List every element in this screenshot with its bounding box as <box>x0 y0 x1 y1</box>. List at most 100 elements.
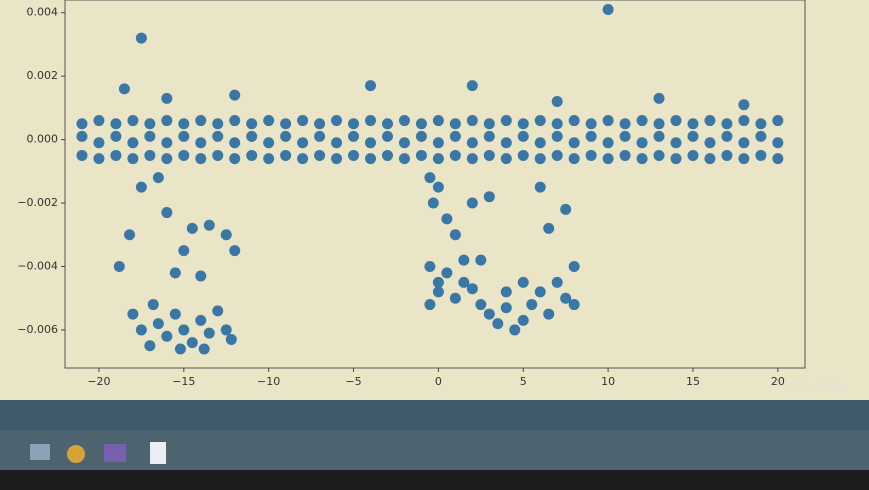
point <box>135 324 147 336</box>
point <box>602 153 614 165</box>
point <box>619 149 631 161</box>
y-tick-label: 0.000 <box>27 133 59 146</box>
point <box>398 115 410 127</box>
bezel <box>0 470 869 490</box>
point <box>721 149 733 161</box>
point <box>585 130 597 142</box>
y-tick-label: 0.004 <box>27 6 59 19</box>
point <box>738 99 750 111</box>
point <box>118 83 130 95</box>
point <box>415 130 427 142</box>
point <box>636 137 648 149</box>
point <box>534 286 546 298</box>
point <box>483 191 495 203</box>
tray-date: 15.03.2019 <box>810 386 845 393</box>
tray-language: POL <box>790 380 804 388</box>
x-tick-label: −20 <box>87 375 110 388</box>
point <box>135 32 147 44</box>
point <box>229 137 241 149</box>
point <box>602 4 614 16</box>
point <box>738 153 750 165</box>
point <box>466 115 478 127</box>
point <box>551 96 563 108</box>
point <box>755 130 767 142</box>
point <box>365 80 377 92</box>
point <box>517 130 529 142</box>
point <box>76 130 88 142</box>
point <box>280 149 292 161</box>
point <box>509 324 521 336</box>
point <box>110 118 122 130</box>
point <box>483 130 495 142</box>
point <box>246 130 258 142</box>
point <box>178 324 190 336</box>
point <box>432 137 444 149</box>
point <box>449 130 461 142</box>
point <box>568 299 580 311</box>
point <box>475 254 487 266</box>
point <box>466 153 478 165</box>
point <box>619 118 631 130</box>
point <box>178 149 190 161</box>
point <box>772 137 784 149</box>
point <box>195 115 207 127</box>
point <box>466 283 478 295</box>
point <box>135 181 147 193</box>
x-tick-label: 0 <box>435 375 442 388</box>
point <box>76 149 88 161</box>
y-tick-label: 0.002 <box>27 69 59 82</box>
point <box>263 153 275 165</box>
point <box>331 115 343 127</box>
point <box>441 213 453 225</box>
point <box>500 286 512 298</box>
point <box>212 118 224 130</box>
point <box>619 130 631 142</box>
point <box>127 137 139 149</box>
point <box>365 153 377 165</box>
point <box>203 327 215 339</box>
point <box>212 130 224 142</box>
point <box>314 130 326 142</box>
point <box>212 149 224 161</box>
point <box>517 276 529 288</box>
point <box>280 130 292 142</box>
point <box>432 181 444 193</box>
point <box>721 118 733 130</box>
point <box>198 343 210 355</box>
point <box>178 130 190 142</box>
point <box>195 314 207 326</box>
x-tick-label: 15 <box>686 375 700 388</box>
point <box>687 130 699 142</box>
point <box>161 115 173 127</box>
point <box>738 115 750 127</box>
point <box>229 115 241 127</box>
point <box>704 153 716 165</box>
point <box>543 308 555 320</box>
point <box>551 276 563 288</box>
plot-frame <box>64 0 806 369</box>
point <box>517 149 529 161</box>
x-tick-label: 5 <box>520 375 527 388</box>
point <box>220 229 232 241</box>
point <box>738 137 750 149</box>
point <box>123 229 135 241</box>
point <box>517 118 529 130</box>
point <box>76 118 88 130</box>
point <box>568 137 580 149</box>
point <box>331 137 343 149</box>
point <box>195 153 207 165</box>
point <box>263 137 275 149</box>
point <box>195 137 207 149</box>
point <box>492 318 504 330</box>
point <box>297 153 309 165</box>
point <box>755 118 767 130</box>
point <box>500 137 512 149</box>
point <box>297 115 309 127</box>
point <box>314 118 326 130</box>
point <box>449 149 461 161</box>
point <box>178 118 190 130</box>
point <box>161 207 173 219</box>
point <box>220 324 232 336</box>
point <box>772 115 784 127</box>
point <box>772 153 784 165</box>
